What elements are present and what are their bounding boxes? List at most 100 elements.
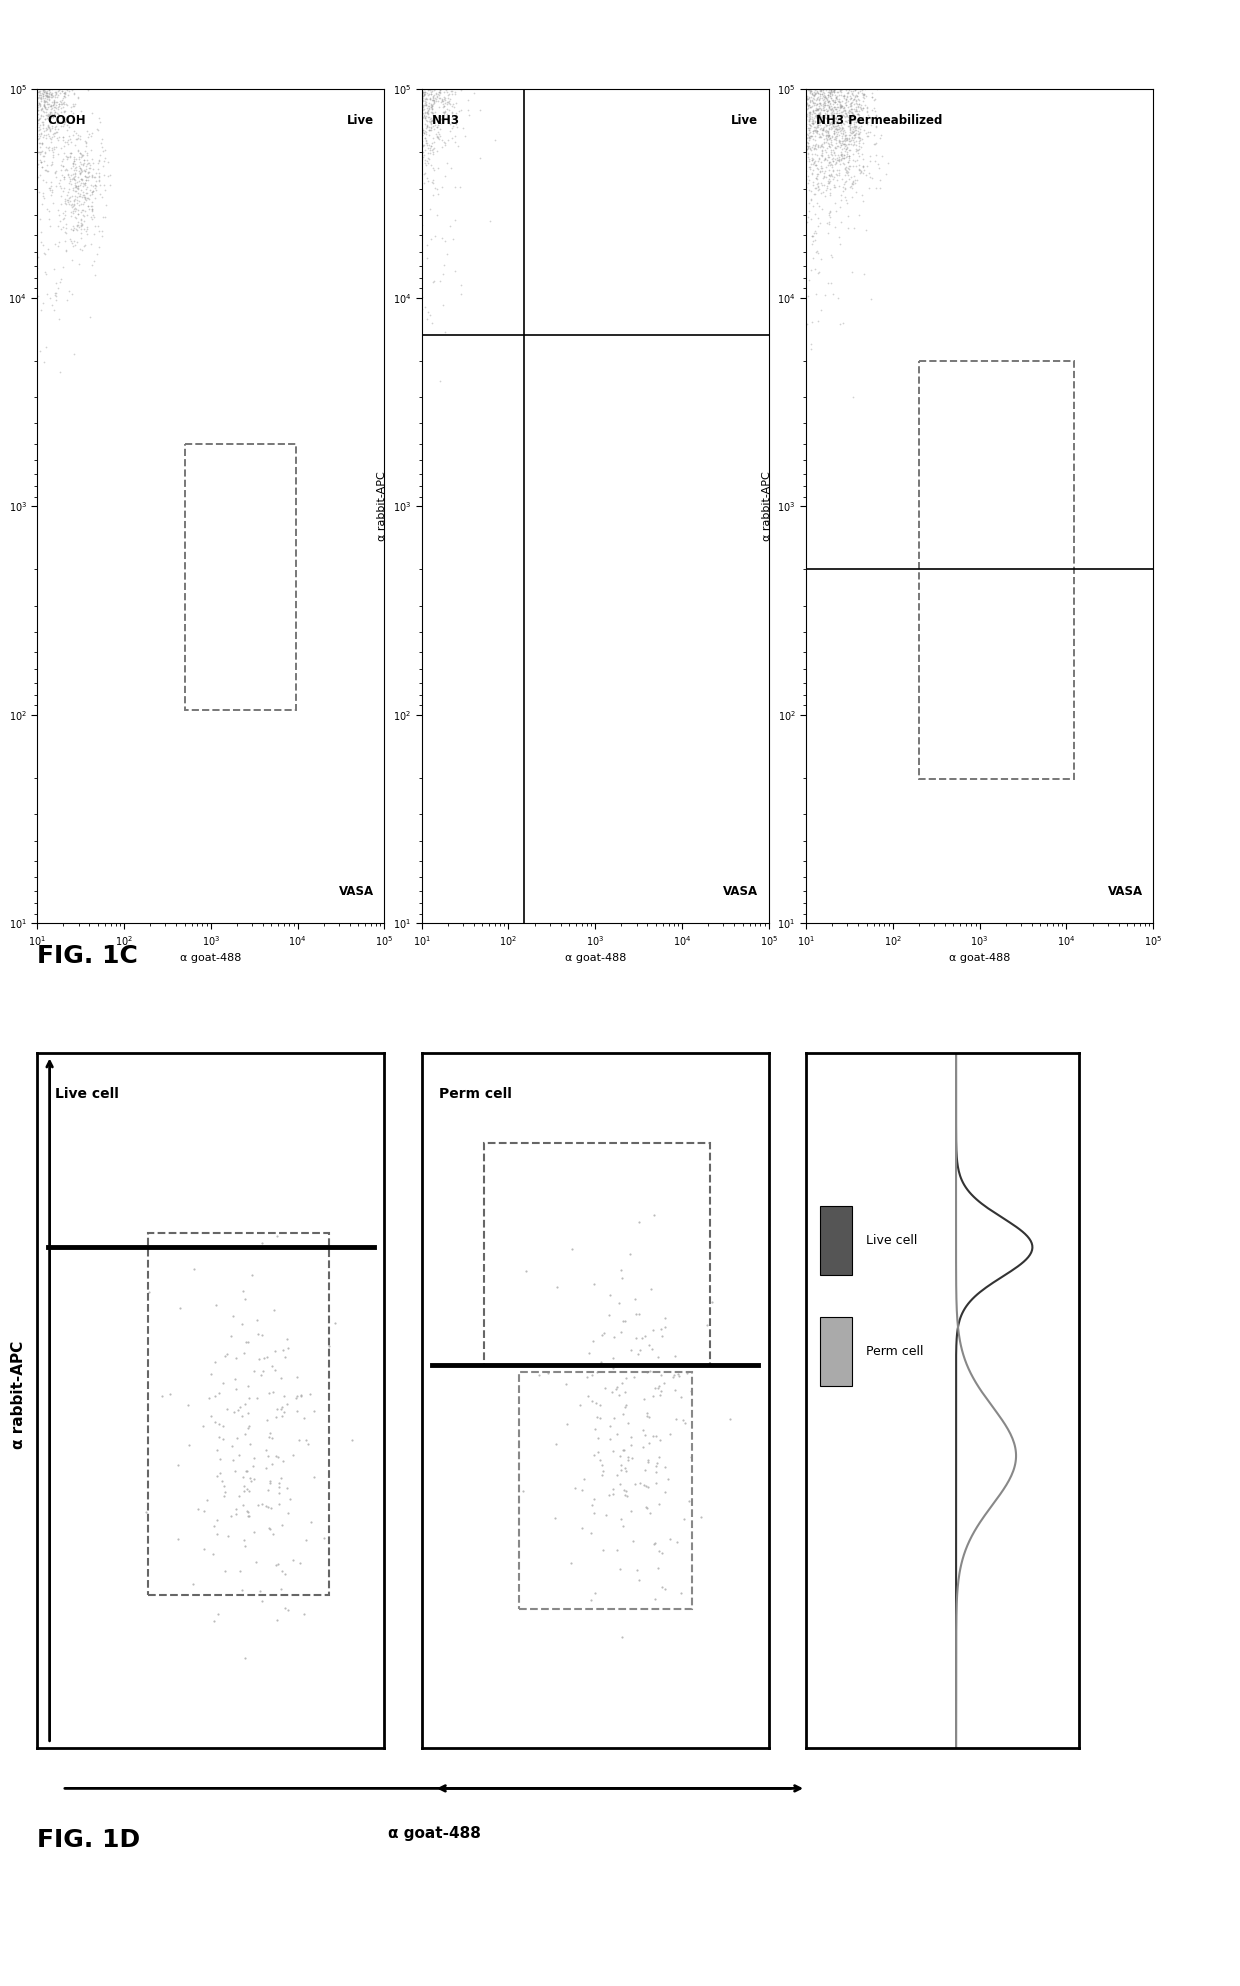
Point — [401, 266, 420, 298]
Point — [797, 83, 817, 115]
Point — [429, 75, 449, 107]
Point — [780, 127, 800, 159]
Point — [804, 42, 823, 73]
Point — [821, 14, 841, 46]
Point — [434, 97, 454, 129]
Point — [405, 0, 425, 28]
Point — [367, 306, 387, 338]
Point — [16, 54, 36, 85]
Point — [398, 66, 418, 97]
Point — [808, 12, 828, 44]
Point — [806, 99, 826, 131]
Point — [791, 276, 811, 308]
Point — [820, 81, 839, 113]
Point — [61, 28, 81, 60]
Point — [813, 0, 833, 22]
Point — [16, 38, 36, 70]
Point — [780, 123, 800, 155]
Point — [41, 175, 61, 207]
Point — [859, 0, 879, 18]
Point — [26, 58, 46, 89]
Point — [22, 58, 42, 89]
Point — [806, 36, 826, 68]
Point — [379, 38, 399, 70]
Point — [444, 46, 464, 77]
Point — [43, 141, 63, 173]
Point — [22, 193, 42, 224]
Point — [789, 81, 808, 113]
Point — [74, 205, 94, 236]
Point — [409, 66, 429, 97]
Point — [76, 161, 95, 193]
Point — [367, 232, 387, 264]
Point — [4, 42, 24, 73]
Point — [11, 56, 31, 87]
Point — [430, 52, 450, 83]
Point — [424, 20, 444, 52]
Point — [30, 54, 50, 85]
Point — [32, 36, 52, 68]
Point — [410, 36, 430, 68]
Point — [422, 52, 441, 83]
Point — [775, 56, 795, 87]
Point — [40, 6, 60, 38]
Point — [31, 62, 51, 93]
Point — [765, 99, 785, 131]
Point — [15, 18, 35, 50]
Point — [396, 40, 415, 71]
Point — [382, 0, 402, 8]
Point — [787, 50, 807, 81]
Point — [382, 24, 402, 56]
Point — [794, 48, 813, 79]
Point — [861, 0, 880, 10]
Point — [207, 1517, 227, 1549]
Point — [83, 153, 103, 185]
Point — [823, 22, 843, 54]
Point — [17, 6, 37, 38]
Point — [805, 0, 825, 8]
Point — [0, 18, 15, 50]
Point — [404, 48, 424, 79]
Point — [394, 48, 414, 79]
Point — [234, 1337, 254, 1368]
Point — [215, 1470, 234, 1501]
Point — [816, 8, 836, 40]
Point — [389, 20, 409, 52]
Point — [797, 91, 817, 123]
Point — [36, 85, 56, 117]
Point — [864, 83, 884, 115]
Point — [1, 91, 21, 123]
Point — [796, 0, 816, 28]
Point — [41, 171, 61, 203]
Point — [10, 99, 30, 131]
Point — [17, 71, 37, 103]
Point — [816, 30, 836, 62]
Point — [429, 24, 449, 56]
Point — [652, 1321, 672, 1352]
Point — [790, 83, 810, 115]
Point — [391, 115, 410, 147]
Point — [68, 171, 88, 203]
Point — [381, 274, 401, 306]
Point — [768, 52, 787, 83]
Point — [795, 143, 815, 175]
Point — [801, 73, 821, 105]
Point — [796, 0, 816, 4]
Point — [63, 195, 83, 226]
Point — [807, 93, 827, 125]
Point — [831, 4, 851, 36]
Point — [405, 40, 425, 71]
Point — [92, 220, 112, 252]
Point — [387, 75, 407, 107]
Point — [29, 60, 48, 91]
Point — [404, 75, 424, 107]
Point — [795, 0, 815, 12]
Point — [24, 109, 43, 141]
Point — [368, 222, 388, 254]
Point — [0, 71, 20, 103]
Point — [24, 89, 43, 121]
Point — [790, 99, 810, 131]
Point — [848, 68, 868, 99]
Point — [838, 105, 858, 137]
Point — [797, 79, 817, 111]
